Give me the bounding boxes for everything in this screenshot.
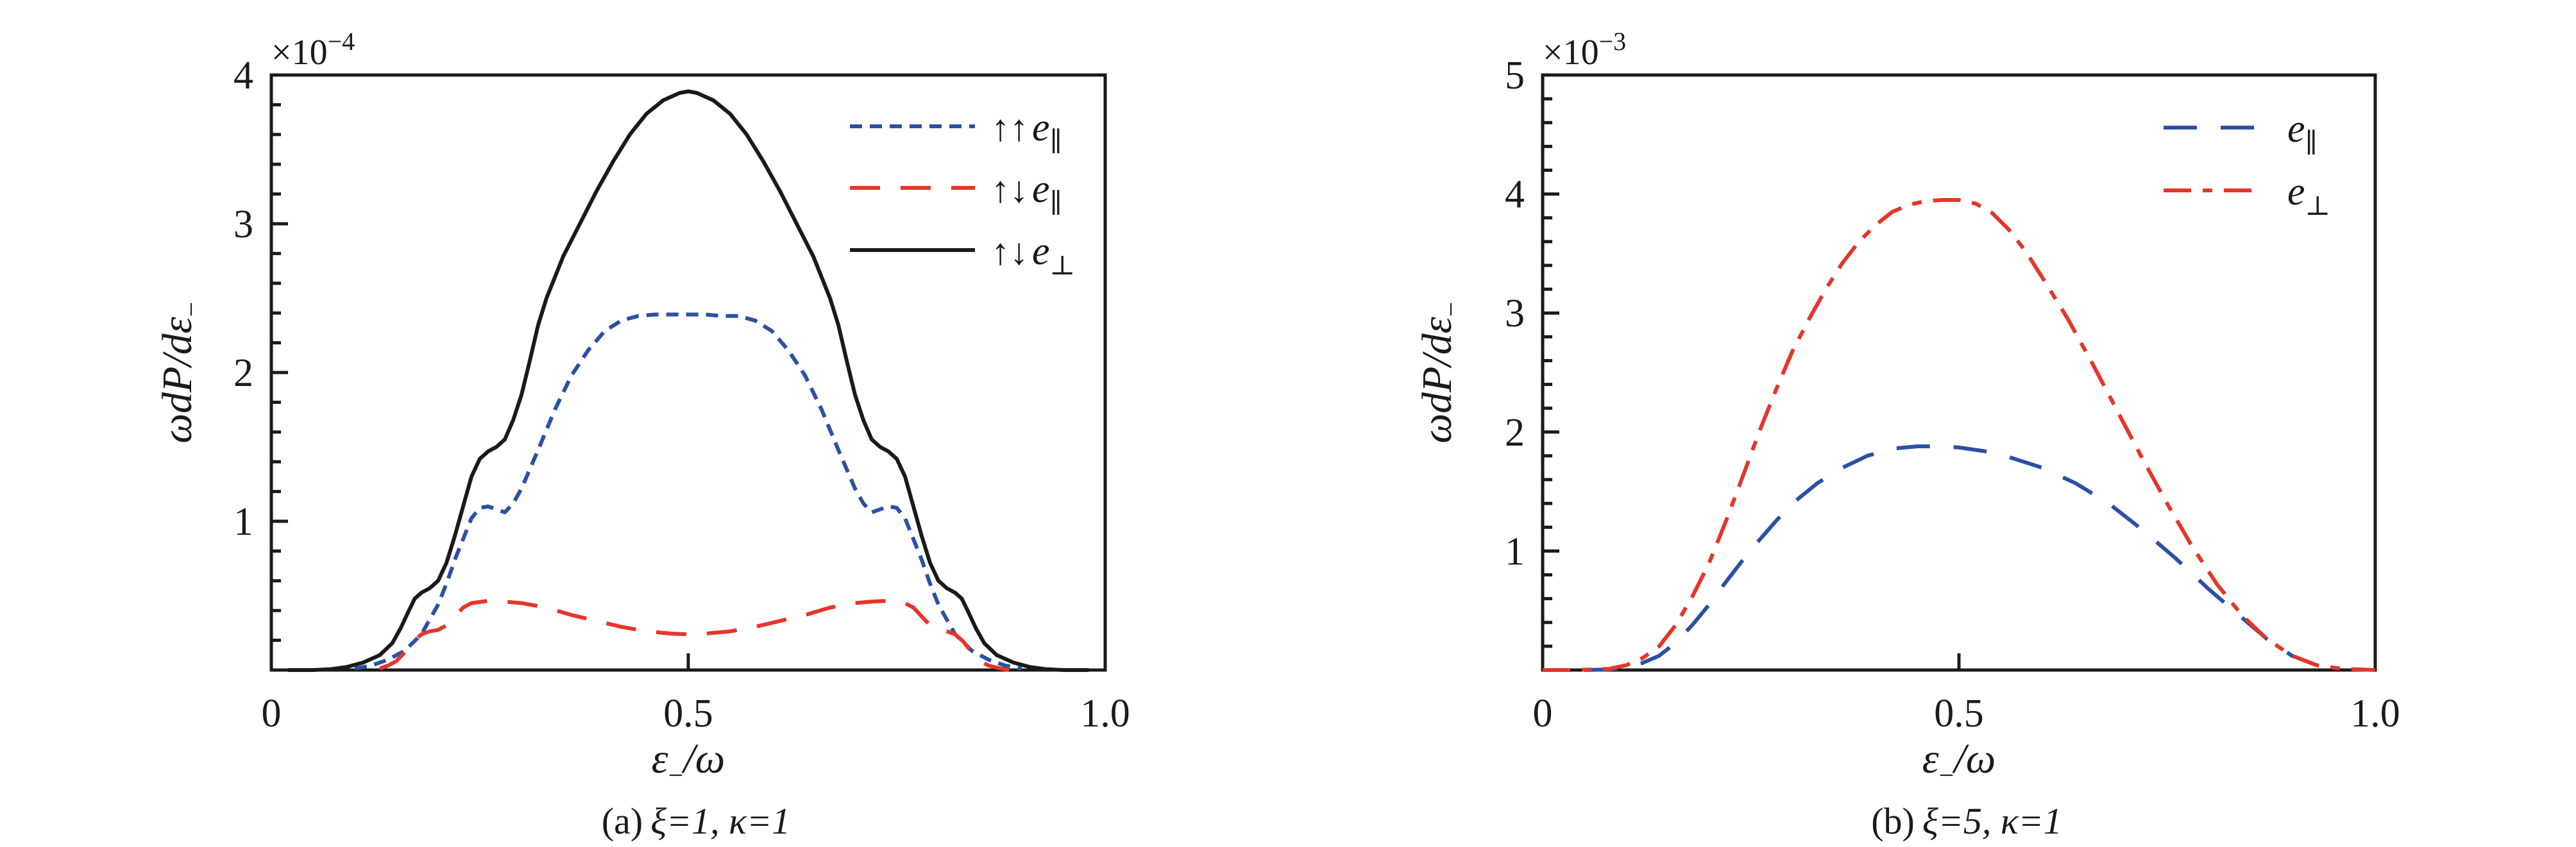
y-tick-label: 1 [1505,530,1525,573]
panel-b-plot: 0 0.5 1.0 1 2 3 4 5 [1505,54,2400,735]
x-tick-label: 0.5 [1934,692,1984,735]
panel-a-legend: ↑↑e∥ ↑↓e∥ ↑↓e⊥ [991,106,1075,281]
legend-label-up-up-e-parallel: ↑↑e∥ [991,106,1062,157]
x-tick-label: 1.0 [2350,692,2400,735]
panel-b-legend: e∥ e⊥ [2287,107,2330,221]
curve-e-perp [1543,197,2376,672]
y-tick-label: 3 [1505,292,1525,335]
panel-b-offset-exponent: ×10−3 [1543,27,1626,72]
legend-label-up-down-e-parallel: ↑↓e∥ [991,167,1062,219]
panel-b-y-axis-label: ωdP/dε− [1414,302,1466,444]
x-tick-label: 0 [1533,692,1553,735]
y-tick-label: 3 [233,203,253,246]
panel-a-plot: 0 0.5 1.0 1 2 3 4 [233,54,1130,735]
y-tick-label: 2 [1505,411,1525,455]
curve-up-down-e-parallel [378,599,1010,672]
x-tick-label: 1.0 [1080,692,1130,735]
legend-label-up-down-e-perp: ↑↓e⊥ [991,230,1075,281]
panel-a-caption: (a) ξ=1, κ=1 [602,800,790,842]
panel-b-x-axis-label: ε−/ω [1922,735,1996,791]
axes-frame [269,73,1107,672]
panel-b-caption: (b) ξ=5, κ=1 [1871,800,2062,842]
legend-label-e-parallel: e∥ [2287,107,2318,158]
y-tick-label: 4 [1505,173,1525,217]
legend-label-e-perp: e⊥ [2287,170,2330,221]
y-tick-label: 1 [233,500,253,544]
panel-a-x-axis-label: ε−/ω [652,735,725,791]
panel-a-offset-exponent: ×10−4 [271,27,355,72]
curve-up-up-e-parallel [354,312,1022,671]
panel-b: 0 0.5 1.0 1 2 3 4 5 ×10−3 ωdP/dε− ε−/ω (b) ξ=5, … [1414,27,2400,842]
panel-a-y-axis-label: ωdP/dε− [154,302,207,444]
curve-e-parallel [1584,444,2334,672]
panel-a: 0 0.5 1.0 1 2 3 4 ×10−4 ωdP/dε− ε−/ω (a) ξ=1, κ… [154,27,1130,842]
y-tick-label: 4 [233,54,253,97]
y-tick-label: 5 [1505,54,1525,97]
x-tick-label: 0 [262,692,282,735]
curve-up-down-e-perp [288,89,1089,672]
y-tick-label: 2 [233,351,253,395]
x-tick-label: 0.5 [663,692,713,735]
axes-frame [1541,73,2377,672]
